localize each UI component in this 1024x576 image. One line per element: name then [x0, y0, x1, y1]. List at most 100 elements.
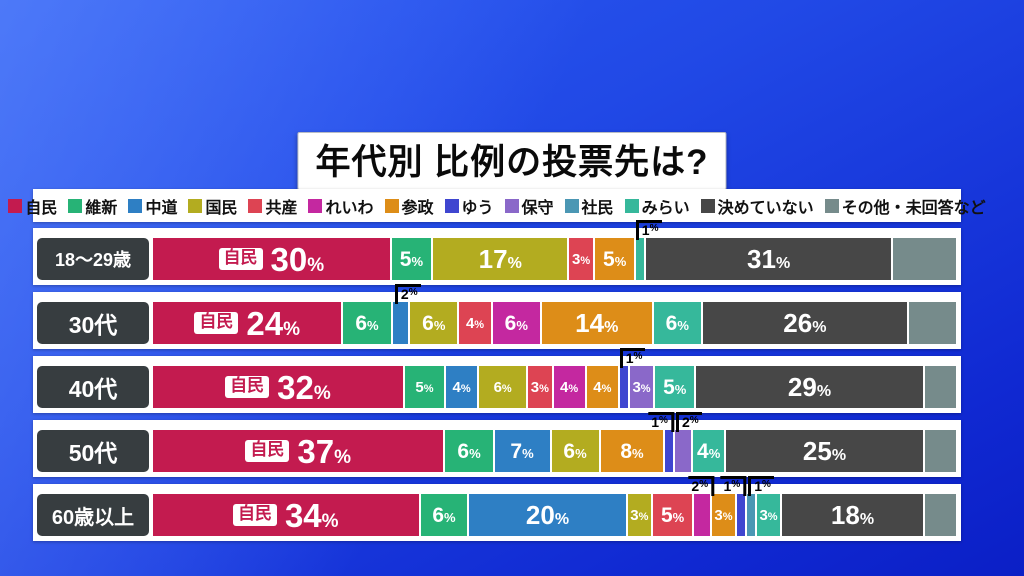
segment-value-label: 4% — [697, 441, 720, 462]
legend-swatch-icon — [8, 198, 23, 213]
segment-自民: 自民 30% — [153, 238, 390, 280]
segment-value-label: 4% — [560, 380, 578, 395]
value-number: 1 — [754, 478, 763, 494]
legend-label: 維新 — [85, 199, 118, 217]
segment-自民: 自民 24% — [153, 302, 342, 344]
stacked-bar-area: 1% 自民 30% 5% 17% 3% 5% 31% — [153, 220, 957, 280]
percent-sign: % — [423, 382, 434, 395]
value-number: 18 — [830, 500, 860, 530]
callout-ゆう: 1% — [648, 412, 674, 432]
segment-value-label: 5% — [663, 377, 686, 398]
percent-sign: % — [460, 382, 471, 395]
segment-維新: 6% — [445, 430, 493, 472]
chart-row: 50代 1% 2% 自民 37% 6% 7% 6% 8% 4% 25% — [33, 412, 961, 477]
stacked-bar: 自民 34% 6% 20% 3% 5% 3% 3% 18% — [153, 494, 957, 536]
percent-sign: % — [633, 351, 643, 362]
value-number: 4 — [465, 314, 475, 332]
legend-label: ゆう — [461, 199, 494, 217]
callout-ゆう: 1% — [720, 476, 747, 496]
percent-sign: % — [767, 510, 778, 523]
legend-label: 決めていない — [717, 199, 814, 217]
segment-みらい: 4% — [692, 430, 725, 472]
value-number: 20 — [525, 500, 555, 530]
legend-item-れいわ: れいわ — [308, 194, 374, 218]
legend-item-保守: 保守 — [504, 194, 554, 218]
segment-value-label: 4% — [593, 380, 611, 395]
party-name-tag: 自民 — [194, 312, 239, 334]
party-name-tag: 自民 — [245, 440, 290, 462]
segment-参政: 5% — [594, 238, 635, 280]
segment-自民: 自民 32% — [153, 366, 403, 408]
segment-value-label: 3% — [531, 380, 549, 395]
value-number: 2 — [400, 286, 409, 302]
percent-sign: % — [859, 511, 875, 528]
percent-sign: % — [554, 511, 570, 528]
value-number: 5 — [603, 247, 615, 271]
segment-value-label: 7% — [510, 441, 533, 462]
segment-社民 — [746, 494, 755, 536]
segment-決めていない: 26% — [702, 302, 907, 344]
value-number: 6 — [355, 311, 368, 335]
segment-決めていない: 18% — [782, 494, 923, 536]
legend-label: みらい — [641, 199, 690, 217]
segment-維新: 6% — [420, 494, 468, 536]
segment-value-label: 5% — [400, 249, 423, 270]
segment-参政: 3% — [711, 494, 736, 536]
segment-value-label: 6% — [422, 313, 445, 334]
segment-維新: 5% — [391, 238, 432, 280]
percent-sign: % — [367, 317, 379, 333]
legend-swatch-icon — [308, 198, 323, 213]
percent-sign: % — [638, 510, 649, 523]
age-group-label: 60歳以上 — [37, 494, 149, 536]
stacked-bar-area: 2% 自民 24% 6% 6% 4% 6% 14% 6% 26% — [153, 284, 956, 344]
segment-value-label: 30% — [271, 243, 325, 276]
segment-value-label: 32% — [277, 371, 331, 404]
legend-item-決めていない: 決めていない — [700, 194, 814, 218]
value-number: 31 — [747, 244, 776, 274]
legend-label: れいわ — [325, 199, 374, 217]
segment-共産: 5% — [653, 494, 693, 536]
percent-sign: % — [411, 253, 424, 269]
segment-value-label: 29% — [788, 374, 831, 400]
legend-item-維新: 維新 — [68, 194, 117, 218]
value-number: 4 — [452, 378, 461, 396]
segment-value-label: 34% — [285, 499, 339, 532]
value-number: 8 — [620, 439, 633, 463]
party-name-tag: 自民 — [218, 248, 263, 270]
legend-swatch-icon — [564, 198, 579, 213]
segment-自民: 自民 37% — [153, 430, 444, 472]
value-number: 6 — [457, 439, 470, 463]
segment-参政: 4% — [586, 366, 618, 408]
percent-sign: % — [614, 253, 627, 269]
legend-swatch-icon — [384, 198, 399, 213]
percent-sign: % — [632, 445, 644, 461]
segment-自民: 自民 34% — [153, 494, 419, 536]
segment-value-label: 8% — [620, 441, 643, 462]
value-number: 6 — [563, 439, 576, 463]
value-number: 5 — [415, 378, 424, 396]
segment-共産: 3% — [528, 366, 552, 408]
segment-れいわ: 6% — [492, 302, 540, 344]
percent-sign: % — [539, 382, 549, 395]
value-number: 4 — [593, 378, 602, 396]
value-number: 6 — [493, 378, 502, 396]
percent-sign: % — [444, 509, 456, 525]
segment-value-label: 3% — [572, 252, 590, 267]
value-number: 5 — [663, 375, 675, 399]
segment-value-label: 26% — [783, 310, 826, 336]
percent-sign: % — [812, 319, 827, 336]
segment-共産: 3% — [569, 238, 593, 280]
value-number: 3 — [632, 378, 641, 396]
segment-value-label: 3% — [759, 508, 777, 523]
segment-value-label: 18% — [831, 502, 874, 528]
callout-社民: 1% — [748, 476, 774, 496]
value-number: 25 — [802, 436, 832, 466]
segment-国民: 17% — [433, 238, 568, 280]
stacked-bar-area: 1% 自民 32% 5% 4% 6% 3% 4% 4% 3% 5% 29% — [153, 348, 956, 408]
legend-swatch-icon — [188, 198, 203, 213]
legend-swatch-icon — [624, 198, 639, 213]
value-number: 14 — [575, 308, 605, 338]
segment-維新: 5% — [404, 366, 444, 408]
segment-その他・未回答など — [892, 238, 957, 280]
value-number: 29 — [787, 372, 817, 402]
